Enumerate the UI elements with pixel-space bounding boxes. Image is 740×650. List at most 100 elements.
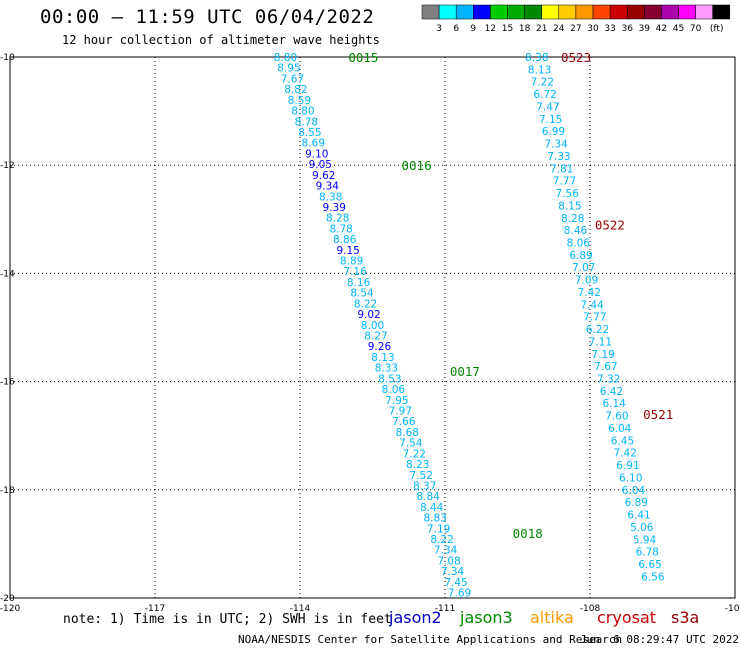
wave-height-value: 7.34 — [544, 139, 568, 151]
wave-height-value: 7.19 — [427, 523, 450, 535]
wave-height-value: 9.62 — [312, 170, 335, 182]
wave-height-value: 8.84 — [416, 491, 440, 503]
y-tick-label: -16 — [0, 378, 15, 388]
wave-height-value: 9.02 — [357, 309, 380, 321]
wave-height-map: -120 -117 -114 -111 -108 -105 -10 -12 -14 -16 -18 -… — [0, 50, 740, 614]
wave-height-value: 7.69 — [448, 588, 471, 600]
wave-height-value: 8.53 — [378, 373, 401, 385]
wave-height-value: 8.15 — [558, 200, 581, 212]
wave-height-value: 7.32 — [597, 374, 620, 386]
wave-height-value: 8.46 — [564, 225, 588, 237]
wave-height-value: 8.38 — [319, 191, 342, 203]
legend-label: 27 — [570, 24, 581, 34]
wave-height-value: 6.04 — [622, 485, 646, 497]
legend-label: 9 — [470, 24, 476, 34]
pass-time-label: 0018 — [513, 526, 543, 541]
x-tick-label: -108 — [580, 604, 601, 614]
wave-height-value: 6.22 — [586, 324, 609, 336]
wave-height-value: 7.45 — [444, 577, 467, 589]
wave-height-value: 7.42 — [578, 287, 601, 299]
wave-height-value: 5.06 — [630, 522, 654, 534]
wave-height-value: 8.78 — [329, 223, 352, 235]
wave-height-value: 8.95 — [277, 63, 300, 75]
map-frame — [9, 56, 736, 599]
y-tick-label: -12 — [0, 161, 15, 171]
wave-height-value: 6.56 — [641, 571, 665, 583]
page-subtitle: 12 hour collection of altimeter wave hei… — [62, 33, 380, 47]
wave-height-value: 8.69 — [302, 138, 325, 150]
wave-height-value: 8.38 — [525, 52, 548, 64]
wave-height-value: 7.15 — [539, 114, 562, 126]
wave-height-value: 7.34 — [434, 545, 458, 557]
wave-height-value: 7.67 — [281, 73, 304, 85]
y-tick-label: -18 — [0, 486, 15, 496]
wave-height-value: 7.77 — [553, 176, 576, 188]
wave-height-value: 8.37 — [413, 480, 436, 492]
wave-height-value: 8.06 — [382, 384, 406, 396]
legend-label: 36 — [621, 24, 633, 34]
wave-height-value: 8.13 — [528, 64, 551, 76]
wave-height-value: 9.15 — [336, 245, 359, 257]
legend-label: 42 — [656, 24, 667, 34]
wave-height-value: 8.54 — [350, 288, 374, 300]
y-tick-label: -20 — [0, 594, 15, 604]
wave-height-value: 7.97 — [389, 405, 412, 417]
wave-height-value: 7.81 — [550, 163, 573, 175]
wave-height-value: 6.72 — [533, 89, 556, 101]
wave-height-value: 7.09 — [575, 275, 598, 287]
wave-height-value: 6.45 — [611, 435, 634, 447]
wave-height-value: 6.89 — [625, 497, 648, 509]
wave-height-value: 7.66 — [392, 416, 416, 428]
x-tick-label: -117 — [145, 604, 165, 614]
wave-height-value: 6.89 — [569, 250, 592, 262]
wave-height-value: 8.68 — [396, 427, 419, 439]
wave-height-value: 8.22 — [430, 534, 453, 546]
wave-height-value: 8.78 — [295, 116, 318, 128]
wave-height-value: 7.33 — [547, 151, 570, 163]
satellite-label-jason3: jason3 — [460, 608, 513, 627]
wave-height-value: 6.14 — [602, 398, 626, 410]
pass-time-label: 0522 — [595, 218, 625, 233]
wave-height-value: 8.00 — [361, 320, 384, 332]
wave-height-value: 7.56 — [556, 188, 580, 200]
pass-time-label: 0521 — [643, 407, 673, 422]
wave-height-value: 8.28 — [326, 213, 349, 225]
satellite-label-jason2: jason2 — [389, 608, 442, 627]
wave-height-value: 8.55 — [298, 127, 321, 139]
wave-height-value: 7.22 — [531, 77, 554, 89]
wave-height-value: 8.89 — [340, 256, 363, 268]
wave-height-value: 9.05 — [309, 159, 332, 171]
wave-height-value: 7.52 — [410, 470, 433, 482]
pass-time-label: 0017 — [450, 364, 480, 379]
wave-height-value: 5.94 — [633, 534, 657, 546]
wave-height-value: 6.99 — [542, 126, 565, 138]
legend-label: (ft) — [710, 24, 724, 34]
wave-height-value: 8.22 — [354, 298, 377, 310]
wave-height-value: 6.04 — [608, 423, 632, 435]
legend-label: 6 — [453, 24, 459, 34]
legend-label: 33 — [604, 24, 615, 34]
footer-note: note: 1) Time is in UTC; 2) SWH is in fe… — [63, 612, 392, 627]
wave-height-value: 7.08 — [437, 555, 460, 567]
satellite-label-cryosat: cryosat — [597, 608, 657, 627]
page-title: 00:00 — 11:59 UTC 06/04/2022 — [40, 6, 375, 28]
wave-height-value: 7.19 — [591, 349, 614, 361]
wave-height-value: 7.95 — [385, 395, 408, 407]
y-tick-label: -10 — [0, 53, 15, 63]
wave-height-value: 8.83 — [423, 513, 446, 525]
wave-height-value: 6.42 — [600, 386, 623, 398]
color-legend: 3 6 9 12 15 18 21 24 27 30 33 36 39 42 45 70 (ft) — [421, 4, 731, 34]
wave-height-value: 8.82 — [284, 84, 307, 96]
legend-label: 21 — [536, 24, 547, 34]
wave-height-value: 8.80 — [274, 52, 297, 64]
legend-label: 3 — [436, 24, 442, 34]
pass-time-label: 0016 — [402, 158, 432, 173]
wave-height-value: 6.41 — [627, 510, 650, 522]
wave-height-value: 6.78 — [636, 547, 659, 559]
wave-height-value: 7.44 — [580, 299, 604, 311]
pass-time-label: 0523 — [561, 50, 591, 65]
wave-height-value: 7.34 — [441, 566, 465, 578]
legend-label: 18 — [519, 24, 531, 34]
wave-height-value: 7.42 — [614, 448, 637, 460]
wave-height-value: 7.07 — [572, 262, 595, 274]
